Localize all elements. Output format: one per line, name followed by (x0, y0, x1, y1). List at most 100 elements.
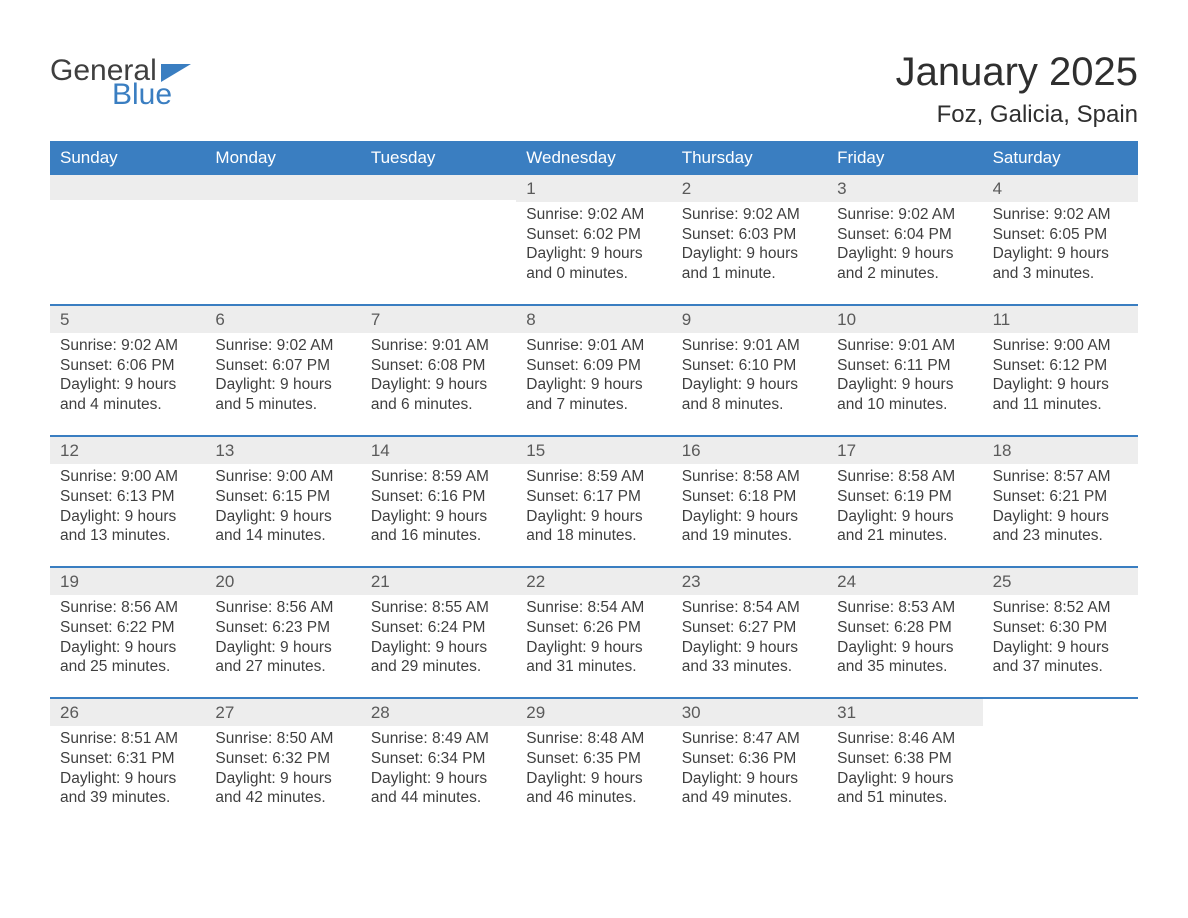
daylight-line: Daylight: 9 hours and 42 minutes. (215, 769, 350, 809)
sunrise-line: Sunrise: 9:02 AM (682, 205, 817, 225)
sunset-line: Sunset: 6:04 PM (837, 225, 972, 245)
day-number: 6 (205, 306, 360, 333)
sunset-line: Sunset: 6:09 PM (526, 356, 661, 376)
daylight-line: Daylight: 9 hours and 0 minutes. (526, 244, 661, 284)
daylight-line: Daylight: 9 hours and 8 minutes. (682, 375, 817, 415)
sunset-line: Sunset: 6:27 PM (682, 618, 817, 638)
day-cell: 14Sunrise: 8:59 AMSunset: 6:16 PMDayligh… (361, 437, 516, 566)
sunrise-line: Sunrise: 8:56 AM (215, 598, 350, 618)
week-row: 19Sunrise: 8:56 AMSunset: 6:22 PMDayligh… (50, 566, 1138, 697)
day-body: Sunrise: 8:58 AMSunset: 6:19 PMDaylight:… (827, 464, 982, 546)
sunset-line: Sunset: 6:21 PM (993, 487, 1128, 507)
day-body: Sunrise: 9:00 AMSunset: 6:13 PMDaylight:… (50, 464, 205, 546)
logo: General Blue (50, 50, 191, 112)
weekday-header: Saturday (983, 141, 1138, 175)
sunrise-line: Sunrise: 8:54 AM (526, 598, 661, 618)
daylight-line: Daylight: 9 hours and 21 minutes. (837, 507, 972, 547)
day-number: 24 (827, 568, 982, 595)
daylight-line: Daylight: 9 hours and 16 minutes. (371, 507, 506, 547)
day-cell: 24Sunrise: 8:53 AMSunset: 6:28 PMDayligh… (827, 568, 982, 697)
day-body: Sunrise: 9:02 AMSunset: 6:07 PMDaylight:… (205, 333, 360, 415)
sunrise-line: Sunrise: 9:02 AM (215, 336, 350, 356)
day-number: 18 (983, 437, 1138, 464)
daylight-line: Daylight: 9 hours and 27 minutes. (215, 638, 350, 678)
day-cell: 8Sunrise: 9:01 AMSunset: 6:09 PMDaylight… (516, 306, 671, 435)
daylight-line: Daylight: 9 hours and 49 minutes. (682, 769, 817, 809)
title-block: January 2025 Foz, Galicia, Spain (896, 50, 1138, 129)
sunrise-line: Sunrise: 8:58 AM (837, 467, 972, 487)
day-body: Sunrise: 8:48 AMSunset: 6:35 PMDaylight:… (516, 726, 671, 808)
day-number: 21 (361, 568, 516, 595)
day-number: 20 (205, 568, 360, 595)
day-body: Sunrise: 8:59 AMSunset: 6:17 PMDaylight:… (516, 464, 671, 546)
daylight-line: Daylight: 9 hours and 19 minutes. (682, 507, 817, 547)
day-body: Sunrise: 8:50 AMSunset: 6:32 PMDaylight:… (205, 726, 360, 808)
sunrise-line: Sunrise: 8:51 AM (60, 729, 195, 749)
sunrise-line: Sunrise: 9:02 AM (526, 205, 661, 225)
day-body: Sunrise: 9:01 AMSunset: 6:08 PMDaylight:… (361, 333, 516, 415)
sunrise-line: Sunrise: 8:57 AM (993, 467, 1128, 487)
day-body: Sunrise: 8:54 AMSunset: 6:26 PMDaylight:… (516, 595, 671, 677)
sunrise-line: Sunrise: 8:52 AM (993, 598, 1128, 618)
sunset-line: Sunset: 6:28 PM (837, 618, 972, 638)
weekday-header: Friday (827, 141, 982, 175)
week-row: 1Sunrise: 9:02 AMSunset: 6:02 PMDaylight… (50, 175, 1138, 304)
day-cell: 18Sunrise: 8:57 AMSunset: 6:21 PMDayligh… (983, 437, 1138, 566)
sunset-line: Sunset: 6:03 PM (682, 225, 817, 245)
day-cell: 27Sunrise: 8:50 AMSunset: 6:32 PMDayligh… (205, 699, 360, 828)
sunset-line: Sunset: 6:22 PM (60, 618, 195, 638)
day-number: 14 (361, 437, 516, 464)
day-number: 31 (827, 699, 982, 726)
sunset-line: Sunset: 6:35 PM (526, 749, 661, 769)
day-cell: 17Sunrise: 8:58 AMSunset: 6:19 PMDayligh… (827, 437, 982, 566)
daylight-line: Daylight: 9 hours and 4 minutes. (60, 375, 195, 415)
day-cell: 23Sunrise: 8:54 AMSunset: 6:27 PMDayligh… (672, 568, 827, 697)
day-cell (205, 175, 360, 304)
daylight-line: Daylight: 9 hours and 14 minutes. (215, 507, 350, 547)
day-number: 5 (50, 306, 205, 333)
day-cell: 22Sunrise: 8:54 AMSunset: 6:26 PMDayligh… (516, 568, 671, 697)
daylight-line: Daylight: 9 hours and 7 minutes. (526, 375, 661, 415)
sunrise-line: Sunrise: 9:01 AM (837, 336, 972, 356)
daylight-line: Daylight: 9 hours and 46 minutes. (526, 769, 661, 809)
day-body: Sunrise: 9:02 AMSunset: 6:02 PMDaylight:… (516, 202, 671, 284)
day-number: 16 (672, 437, 827, 464)
day-cell: 7Sunrise: 9:01 AMSunset: 6:08 PMDaylight… (361, 306, 516, 435)
week-row: 5Sunrise: 9:02 AMSunset: 6:06 PMDaylight… (50, 304, 1138, 435)
day-cell: 13Sunrise: 9:00 AMSunset: 6:15 PMDayligh… (205, 437, 360, 566)
day-number: 30 (672, 699, 827, 726)
daylight-line: Daylight: 9 hours and 10 minutes. (837, 375, 972, 415)
sunrise-line: Sunrise: 9:01 AM (371, 336, 506, 356)
sunset-line: Sunset: 6:12 PM (993, 356, 1128, 376)
day-cell: 11Sunrise: 9:00 AMSunset: 6:12 PMDayligh… (983, 306, 1138, 435)
sunset-line: Sunset: 6:13 PM (60, 487, 195, 507)
day-cell: 19Sunrise: 8:56 AMSunset: 6:22 PMDayligh… (50, 568, 205, 697)
weekday-header: Monday (205, 141, 360, 175)
sunrise-line: Sunrise: 8:46 AM (837, 729, 972, 749)
day-body: Sunrise: 8:56 AMSunset: 6:23 PMDaylight:… (205, 595, 360, 677)
day-body: Sunrise: 8:47 AMSunset: 6:36 PMDaylight:… (672, 726, 827, 808)
sunset-line: Sunset: 6:06 PM (60, 356, 195, 376)
day-cell: 5Sunrise: 9:02 AMSunset: 6:06 PMDaylight… (50, 306, 205, 435)
daylight-line: Daylight: 9 hours and 13 minutes. (60, 507, 195, 547)
sunset-line: Sunset: 6:08 PM (371, 356, 506, 376)
day-cell: 31Sunrise: 8:46 AMSunset: 6:38 PMDayligh… (827, 699, 982, 828)
daylight-line: Daylight: 9 hours and 2 minutes. (837, 244, 972, 284)
day-body: Sunrise: 8:59 AMSunset: 6:16 PMDaylight:… (361, 464, 516, 546)
sunset-line: Sunset: 6:24 PM (371, 618, 506, 638)
day-cell: 1Sunrise: 9:02 AMSunset: 6:02 PMDaylight… (516, 175, 671, 304)
day-body: Sunrise: 9:02 AMSunset: 6:05 PMDaylight:… (983, 202, 1138, 284)
header: General Blue January 2025 Foz, Galicia, … (50, 50, 1138, 129)
sunset-line: Sunset: 6:26 PM (526, 618, 661, 638)
day-cell: 10Sunrise: 9:01 AMSunset: 6:11 PMDayligh… (827, 306, 982, 435)
calendar: SundayMondayTuesdayWednesdayThursdayFrid… (50, 141, 1138, 828)
sunrise-line: Sunrise: 9:02 AM (993, 205, 1128, 225)
sunrise-line: Sunrise: 9:00 AM (993, 336, 1128, 356)
sunrise-line: Sunrise: 9:00 AM (60, 467, 195, 487)
day-body: Sunrise: 9:02 AMSunset: 6:04 PMDaylight:… (827, 202, 982, 284)
day-number: 10 (827, 306, 982, 333)
sunset-line: Sunset: 6:16 PM (371, 487, 506, 507)
empty-day-header (50, 175, 205, 200)
sunset-line: Sunset: 6:31 PM (60, 749, 195, 769)
sunrise-line: Sunrise: 8:54 AM (682, 598, 817, 618)
